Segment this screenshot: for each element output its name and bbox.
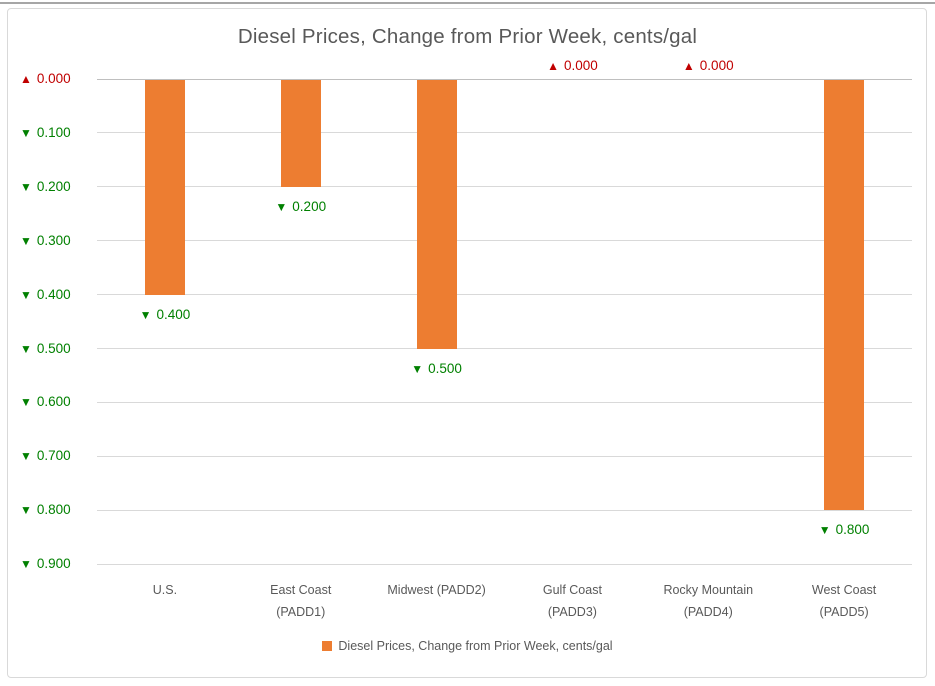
- y-axis-tick-label: ▼ 0.600: [20, 393, 71, 411]
- y-tick-value: 0.500: [36, 340, 71, 356]
- gridline: [97, 455, 912, 457]
- data-label-value: 0.000: [563, 58, 598, 73]
- down-arrow-icon: ▼: [20, 179, 32, 194]
- x-tick-line: (PADD4): [683, 605, 733, 619]
- y-axis-tick-label: ▼ 0.200: [20, 178, 71, 196]
- x-axis-category-label: Rocky Mountain (PADD4): [633, 579, 783, 623]
- x-axis-category-label: West Coast (PADD5): [769, 579, 919, 623]
- down-arrow-icon: ▼: [20, 557, 32, 572]
- bar: [144, 80, 185, 295]
- x-tick-line: U.S.: [152, 583, 178, 597]
- axis-line: [97, 78, 912, 80]
- down-arrow-icon: ▼: [818, 523, 831, 537]
- y-axis-tick-label: ▼ 0.100: [20, 124, 71, 142]
- data-label: ▼ 0.400: [95, 306, 235, 324]
- x-axis-category-label: Midwest (PADD2): [362, 579, 512, 601]
- data-label: ▼ 0.500: [367, 360, 507, 378]
- bar: [416, 80, 457, 349]
- y-tick-value: 0.700: [36, 448, 71, 464]
- x-tick-line: West Coast: [811, 583, 877, 597]
- y-tick-value: 0.900: [36, 556, 71, 572]
- bar: [280, 80, 321, 187]
- data-label-value: 0.800: [835, 522, 870, 537]
- y-tick-value: 0.300: [36, 232, 71, 248]
- y-axis-tick-label: ▼ 0.500: [20, 340, 71, 358]
- x-tick-line: East Coast: [270, 583, 332, 597]
- up-arrow-icon: ▲: [682, 59, 695, 73]
- x-axis-category-label: East Coast (PADD1): [226, 579, 376, 623]
- x-tick-line: Gulf Coast: [542, 583, 602, 597]
- up-arrow-icon: ▲: [20, 72, 32, 86]
- y-tick-value: 0.800: [36, 502, 71, 518]
- x-axis-category-label: Gulf Coast (PADD3): [497, 579, 647, 623]
- data-label: ▲ 0.000: [502, 57, 642, 75]
- chart-title: Diesel Prices, Change from Prior Week, c…: [237, 25, 698, 48]
- data-label: ▼ 0.200: [231, 198, 371, 216]
- y-tick-value: 0.200: [36, 178, 71, 194]
- y-axis-tick-label: ▼ 0.300: [20, 232, 71, 250]
- gridline: [97, 348, 912, 349]
- y-axis-tick-label: ▲ 0.000: [20, 70, 71, 88]
- y-tick-value: 0.000: [36, 71, 71, 86]
- down-arrow-icon: ▼: [20, 395, 32, 410]
- x-tick-line: (PADD3): [547, 605, 597, 619]
- y-tick-value: 0.600: [36, 394, 71, 410]
- down-arrow-icon: ▼: [411, 362, 424, 376]
- y-axis-tick-label: ▼ 0.900: [20, 555, 71, 573]
- down-arrow-icon: ▼: [20, 341, 32, 356]
- y-axis-tick-label: ▼ 0.700: [20, 447, 71, 465]
- x-tick-line: (PADD5): [819, 605, 869, 619]
- y-axis-tick-label: ▼ 0.400: [20, 286, 71, 304]
- gridline: [97, 509, 912, 511]
- gridline: [97, 294, 912, 296]
- legend-label: Diesel Prices, Change from Prior Week, c…: [338, 639, 613, 653]
- down-arrow-icon: ▼: [20, 503, 32, 518]
- window-top-divider: [0, 2, 935, 4]
- legend: Diesel Prices, Change from Prior Week, c…: [0, 639, 935, 653]
- data-label-value: 0.500: [428, 361, 462, 376]
- x-tick-line: Midwest (PADD2): [387, 583, 486, 597]
- gridline: [97, 240, 912, 242]
- down-arrow-icon: ▼: [20, 287, 32, 302]
- data-label: ▲ 0.000: [638, 57, 778, 75]
- y-tick-value: 0.400: [36, 286, 71, 302]
- data-label-value: 0.000: [699, 58, 734, 73]
- gridline: [97, 132, 912, 134]
- down-arrow-icon: ▼: [275, 200, 288, 214]
- data-label-value: 0.200: [292, 199, 327, 214]
- gridline: [97, 401, 912, 403]
- data-label-value: 0.400: [156, 307, 191, 322]
- data-label: ▼ 0.800: [774, 521, 914, 539]
- up-arrow-icon: ▲: [547, 59, 559, 73]
- down-arrow-icon: ▼: [20, 449, 32, 464]
- x-axis-category-label: U.S.: [90, 579, 240, 601]
- x-tick-line: (PADD1): [276, 605, 326, 619]
- y-axis-tick-label: ▼ 0.800: [20, 501, 71, 519]
- down-arrow-icon: ▼: [139, 308, 152, 322]
- gridline: [97, 563, 912, 565]
- legend-swatch-icon: [322, 641, 333, 651]
- down-arrow-icon: ▼: [20, 125, 32, 140]
- bar: [824, 80, 865, 510]
- gridline: [97, 186, 912, 188]
- down-arrow-icon: ▼: [20, 233, 32, 248]
- y-tick-value: 0.100: [36, 124, 71, 140]
- x-tick-line: Rocky Mountain: [663, 583, 754, 597]
